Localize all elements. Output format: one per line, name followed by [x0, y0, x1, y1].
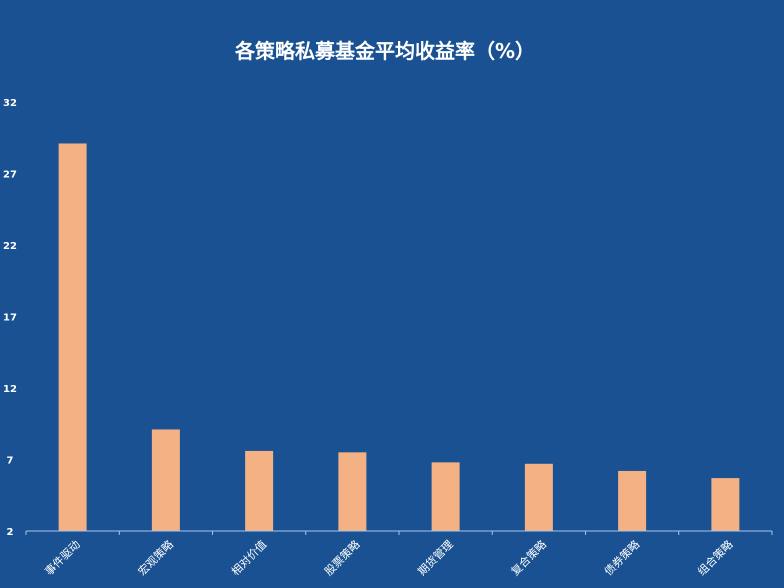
bars — [58, 143, 740, 531]
y-tick-label: 12 — [3, 384, 17, 395]
y-tick-label: 32 — [3, 98, 17, 109]
bar-8 — [711, 478, 740, 531]
y-tick-label: 17 — [3, 313, 17, 324]
x-tick-label: 复合策略 — [508, 537, 549, 578]
x-tick-label: 事件驱动 — [42, 538, 82, 578]
bar-7 — [618, 470, 647, 531]
bar-6 — [524, 463, 553, 531]
bar-3 — [245, 450, 274, 531]
x-tick-label: 宏观策略 — [135, 537, 176, 578]
x-tick-label: 股票策略 — [321, 537, 362, 578]
x-tick-label: 债券策略 — [601, 537, 642, 578]
y-tick-label: 22 — [3, 241, 17, 252]
y-tick-label: 2 — [7, 527, 14, 538]
x-axis: 事件驱动 宏观策略 相对价值 股票策略 期货管理 复合策略 债券策略 组合策略 — [25, 530, 773, 578]
bar-4 — [338, 452, 367, 531]
bar-1 — [58, 143, 87, 531]
bar-5 — [431, 462, 460, 531]
bar-2 — [151, 429, 180, 531]
x-tick-label: 期货管理 — [415, 537, 456, 578]
chart-title: 各策略私募基金平均收益率（%） — [234, 39, 535, 63]
y-tick-label: 7 — [7, 456, 14, 467]
y-tick-label: 27 — [3, 170, 17, 181]
x-tick-label: 组合策略 — [694, 537, 735, 578]
x-tick-label: 相对价值 — [228, 537, 269, 578]
